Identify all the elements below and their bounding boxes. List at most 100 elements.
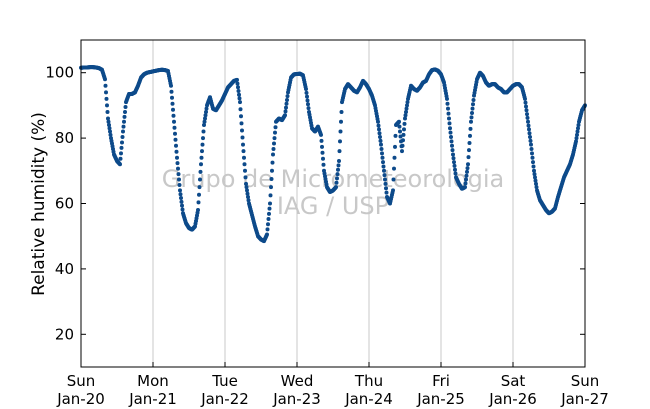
- data-point: [178, 188, 182, 193]
- data-point: [198, 169, 203, 174]
- data-point: [201, 129, 206, 134]
- data-point: [335, 172, 340, 177]
- data-point: [123, 105, 128, 110]
- x-tick-label-day: Mon: [137, 372, 169, 390]
- data-point: [446, 106, 450, 111]
- data-point: [123, 109, 127, 114]
- data-point: [447, 116, 451, 121]
- data-point: [285, 97, 289, 102]
- data-point: [378, 138, 383, 143]
- data-point: [304, 87, 308, 92]
- data-point: [471, 102, 475, 107]
- data-point: [305, 94, 309, 99]
- data-point: [108, 129, 112, 134]
- data-point: [470, 106, 475, 111]
- data-point: [269, 176, 274, 181]
- data-point: [243, 175, 248, 180]
- data-point: [383, 177, 387, 182]
- data-point: [339, 109, 344, 114]
- data-point: [271, 147, 276, 151]
- data-point: [321, 156, 325, 161]
- watermark-line-2: IAG / USP: [277, 192, 389, 220]
- x-tick-label-day: Wed: [281, 372, 314, 390]
- data-point: [464, 177, 468, 182]
- data-point: [334, 185, 338, 190]
- data-point: [245, 191, 250, 196]
- data-point: [283, 109, 288, 114]
- data-point: [179, 199, 184, 204]
- x-tick-label-day: Sun: [67, 372, 96, 390]
- data-point: [305, 98, 310, 103]
- data-point: [177, 177, 181, 182]
- data-point: [452, 160, 456, 165]
- data-point: [453, 167, 457, 172]
- data-point: [575, 132, 579, 137]
- data-point: [283, 113, 287, 118]
- data-point: [246, 198, 251, 203]
- data-point: [397, 119, 401, 124]
- data-point: [376, 119, 380, 124]
- data-point: [203, 113, 208, 118]
- data-point: [404, 109, 408, 114]
- data-point: [525, 115, 530, 120]
- data-point: [531, 160, 535, 165]
- data-point: [391, 188, 395, 193]
- data-point: [118, 156, 123, 161]
- x-tick-label-day: Sat: [501, 372, 526, 390]
- data-point: [379, 147, 384, 151]
- data-point: [244, 185, 249, 190]
- data-point: [527, 127, 531, 132]
- data-point: [452, 163, 457, 168]
- data-point: [169, 89, 174, 94]
- data-point: [465, 169, 469, 174]
- data-point: [171, 107, 175, 112]
- data-point: [122, 119, 126, 124]
- y-tick-label: 20: [55, 325, 74, 343]
- data-point: [336, 163, 341, 168]
- data-point: [466, 155, 471, 160]
- data-point: [236, 85, 240, 90]
- data-point: [447, 121, 452, 126]
- data-point: [199, 162, 203, 167]
- data-point: [400, 149, 404, 154]
- data-point: [526, 123, 531, 128]
- data-point: [235, 77, 239, 82]
- data-point: [527, 131, 532, 136]
- data-points: [79, 65, 587, 244]
- data-point: [405, 103, 409, 108]
- data-point: [241, 142, 245, 147]
- data-point: [448, 126, 452, 131]
- data-point: [533, 178, 538, 183]
- data-point: [523, 96, 527, 101]
- data-point: [284, 101, 289, 106]
- data-point: [239, 121, 244, 126]
- data-point: [122, 114, 127, 119]
- data-point: [285, 94, 290, 99]
- data-point: [200, 142, 205, 147]
- data-point: [450, 148, 455, 153]
- data-point: [241, 149, 246, 154]
- data-point: [530, 155, 535, 160]
- data-point: [471, 97, 476, 102]
- data-point: [397, 124, 402, 129]
- data-point: [266, 222, 270, 227]
- data-point: [528, 138, 533, 143]
- data-point: [383, 181, 388, 186]
- data-point: [240, 128, 244, 133]
- data-point: [104, 96, 109, 101]
- data-point: [464, 173, 469, 178]
- data-point: [530, 151, 534, 156]
- data-point: [172, 125, 177, 130]
- data-point: [334, 180, 339, 185]
- data-point: [119, 151, 123, 156]
- data-point: [179, 196, 183, 201]
- data-point: [450, 143, 454, 148]
- data-point: [235, 81, 240, 86]
- y-tick-label: 60: [55, 195, 74, 213]
- data-point: [381, 160, 385, 165]
- data-point: [272, 141, 276, 146]
- data-point: [175, 161, 180, 166]
- data-point: [103, 83, 108, 88]
- x-tick-label-date: Jan-25: [416, 390, 465, 408]
